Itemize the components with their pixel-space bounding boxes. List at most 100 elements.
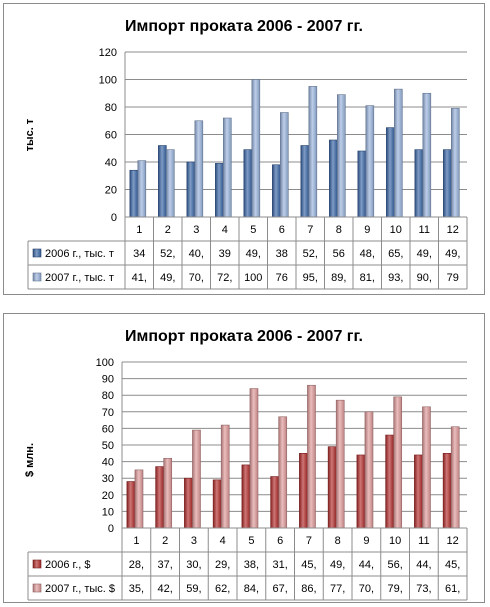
y-tick-label: 30 [102,473,114,485]
x-tick-label: 1 [136,224,142,236]
table-cell-value: 73, [416,583,431,595]
y-tick-label: 60 [105,130,117,142]
y-tick-label: 0 [108,523,114,535]
x-tick-label: 2 [162,535,168,547]
bar-2006-9 [357,150,367,218]
bar-2007-10 [394,88,403,218]
x-tick-label: 4 [220,535,226,547]
bar-2006-11 [414,454,423,529]
y-tick-label: 50 [102,440,114,452]
legend-label: 2006 г., $ [45,559,90,571]
bar-2007-4 [223,117,232,218]
bar-2007-5 [249,388,259,529]
bar-2006-4 [215,163,224,218]
bar-2006-1 [126,481,136,529]
y-tick-label: 40 [102,457,114,469]
y-tick-label: 120 [99,47,117,59]
bar-2007-9 [364,411,374,529]
bar-2007-8 [335,399,345,529]
legend-swatch [32,559,42,569]
x-tick-label: 5 [250,224,256,236]
table-cell-value: 84, [244,583,259,595]
x-tick-label: 9 [363,535,369,547]
table-cell-value: 95, [303,272,318,284]
table-cell-value: 44, [359,559,374,571]
legend-label: 2007 г., тыс. $ [45,583,115,595]
table-cell-value: 38, [244,559,259,571]
y-tick-label: 20 [102,490,114,502]
chart-title: Импорт проката 2006 - 2007 гг. [125,18,363,35]
table-cell-value: 70, [189,272,204,284]
bar-2007-12 [450,426,460,529]
y-tick-label: 100 [96,357,114,369]
bar-2006-10 [385,434,394,529]
table-cell-value: 29, [215,559,230,571]
table-cell-value: 39 [219,248,231,260]
bar-2007-8 [337,94,346,218]
x-tick-label: 6 [279,224,285,236]
table-cell-value: 70, [359,583,374,595]
table-cell-value: 45, [445,559,460,571]
bar-2006-6 [272,164,281,218]
table-cell-value: 31, [272,559,287,571]
y-tick-label: 40 [105,157,117,169]
bar-2006-5 [243,149,253,218]
table-cell-value: 30, [186,559,201,571]
y-tick-label: 100 [99,75,117,87]
bar-2007-12 [451,108,460,218]
bar-2006-1 [129,169,139,218]
table-cell-value: 100 [244,272,262,284]
y-tick-label: 70 [102,407,114,419]
bar-2007-2 [163,457,173,529]
bar-2007-7 [307,384,316,529]
legend-swatch [32,248,42,258]
table-cell-value: 67, [272,583,287,595]
bar-2006-2 [158,145,167,218]
y-tick-label: 0 [111,212,117,224]
x-tick-label: 10 [390,224,402,236]
bar-2006-3 [184,477,193,529]
table-cell-value: 44, [416,559,431,571]
table-cell-value: 35, [129,583,144,595]
table-cell-value: 89, [331,272,346,284]
table-cell-value: 81, [360,272,375,284]
x-tick-label: 2 [165,224,171,236]
table-cell-value: 77, [330,583,345,595]
bar-2006-7 [299,453,308,529]
x-tick-label: 7 [307,224,313,236]
table-cell-value: 49, [417,248,432,260]
table-cell-value: 49, [445,248,460,260]
legend-label: 2007 г., тыс. т [45,272,114,284]
table-cell-value: 93, [388,272,403,284]
bar-2007-3 [192,429,201,529]
table-cell-value: 79 [447,272,459,284]
bar-2007-6 [278,416,288,529]
bar-2006-2 [155,466,164,529]
x-tick-label: 11 [418,535,429,547]
y-tick-label: 90 [102,374,114,386]
x-tick-label: 9 [364,224,370,236]
x-tick-label: 5 [248,535,254,547]
bar-2006-9 [356,454,366,529]
x-tick-label: 12 [447,224,459,236]
table-cell-value: 62, [215,583,230,595]
x-tick-label: 11 [419,224,430,236]
bar-2007-3 [194,120,204,218]
x-tick-label: 12 [447,535,459,547]
y-tick-label: 80 [105,102,117,114]
legend-label: 2006 г., тыс. т [45,248,114,260]
bar-2007-7 [308,86,318,218]
bar-2006-12 [442,453,452,529]
y-tick-label: 60 [102,423,114,435]
y-tick-label: 10 [102,506,114,518]
bar-2006-12 [443,149,452,218]
table-cell-value: 90, [417,272,432,284]
table-cell-value: 28, [129,559,144,571]
table-cell-value: 76 [276,272,288,284]
x-tick-label: 8 [336,224,342,236]
table-cell-value: 52, [160,248,175,260]
bar-2007-11 [422,92,432,218]
